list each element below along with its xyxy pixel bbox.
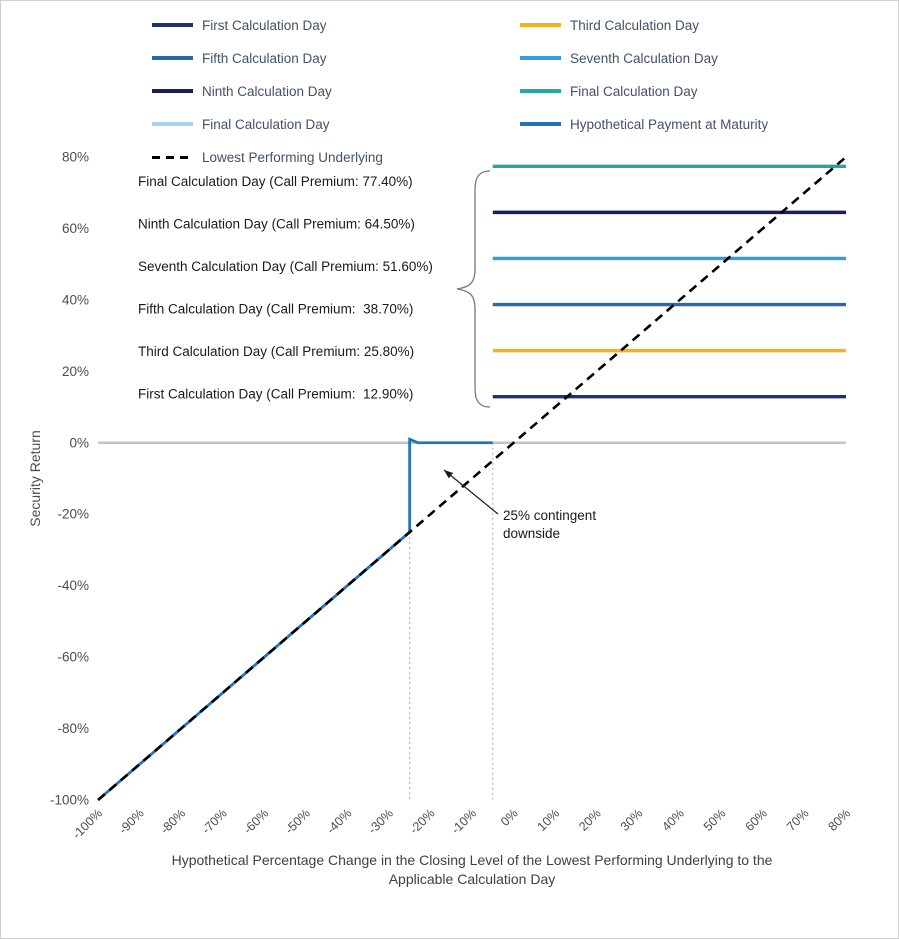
- y-axis-title: Security Return: [27, 430, 43, 526]
- y-tick-label: 60%: [62, 221, 89, 236]
- legend-line-swatch: [152, 122, 193, 126]
- x-tick-label: 80%: [826, 806, 854, 834]
- call-premium-annotation: Final Calculation Day (Call Premium: 77.…: [138, 174, 413, 189]
- legend-line-swatch: [152, 89, 193, 93]
- legend-label: Seventh Calculation Day: [570, 51, 718, 66]
- legend-item-seventh-calculation-day: Seventh Calculation Day: [520, 47, 768, 69]
- legend-label: Fifth Calculation Day: [202, 51, 327, 66]
- call-premium-annotation: Seventh Calculation Day (Call Premium: 5…: [138, 259, 433, 274]
- y-tick-label: 0%: [69, 435, 89, 450]
- legend-label: Ninth Calculation Day: [202, 84, 332, 99]
- legend-item-first-calculation-day: First Calculation Day: [152, 14, 520, 36]
- x-tick-label: -30%: [365, 806, 396, 837]
- x-tick-label: 60%: [742, 806, 770, 834]
- legend-item-hypothetical-payment: Hypothetical Payment at Maturity: [520, 113, 768, 135]
- legend-label: Final Calculation Day: [202, 117, 330, 132]
- y-tick-label: -60%: [57, 650, 89, 665]
- x-tick-label: 0%: [498, 806, 521, 829]
- downside-annotation: downside: [503, 526, 560, 541]
- x-tick-label: -70%: [199, 806, 230, 837]
- x-tick-label: 50%: [701, 806, 729, 834]
- y-tick-label: -100%: [50, 793, 89, 808]
- downside-arrow: [444, 470, 498, 514]
- legend-label: Third Calculation Day: [570, 18, 699, 33]
- legend-line-swatch: [520, 56, 561, 60]
- x-tick-label: 70%: [784, 806, 812, 834]
- legend-item-lowest-performing-underlying: Lowest Performing Underlying: [152, 146, 520, 168]
- legend-label: First Calculation Day: [202, 18, 327, 33]
- legend-line-swatch: [520, 89, 561, 93]
- legend-item-third-calculation-day: Third Calculation Day: [520, 14, 768, 36]
- x-tick-label: -80%: [158, 806, 189, 837]
- call-premium-annotation: Third Calculation Day (Call Premium: 25.…: [138, 344, 414, 359]
- x-tick-label: -90%: [116, 806, 147, 837]
- call-premium-annotation: Ninth Calculation Day (Call Premium: 64.…: [138, 217, 415, 232]
- x-tick-label: 10%: [535, 806, 563, 834]
- legend-item-fifth-calculation-day: Fifth Calculation Day: [152, 47, 520, 69]
- x-tick-label: -10%: [449, 806, 480, 837]
- legend-item-ninth-calculation-day: Ninth Calculation Day: [152, 80, 520, 102]
- x-tick-label: 40%: [659, 806, 687, 834]
- x-axis-title: Applicable Calculation Day: [389, 871, 556, 887]
- legend-line-swatch: [520, 23, 561, 27]
- legend-line-swatch: [152, 56, 193, 60]
- legend-item-final-calculation-day-teal: Final Calculation Day: [520, 80, 768, 102]
- chart-legend: First Calculation Day Third Calculation …: [152, 14, 768, 168]
- y-tick-label: 80%: [62, 150, 89, 165]
- legend-item-final-calculation-day-light: Final Calculation Day: [152, 113, 520, 135]
- call-premium-annotation: Fifth Calculation Day (Call Premium: 38.…: [138, 302, 413, 317]
- payment-at-maturity-line: [98, 439, 493, 800]
- legend-label: Lowest Performing Underlying: [202, 150, 383, 165]
- y-tick-label: -80%: [57, 721, 89, 736]
- legend-dashed-line-swatch: [152, 156, 193, 159]
- legend-line-swatch: [152, 23, 193, 27]
- legend-label: Hypothetical Payment at Maturity: [570, 117, 768, 132]
- y-tick-label: 40%: [62, 292, 89, 307]
- x-tick-label: -40%: [324, 806, 355, 837]
- legend-line-swatch: [520, 122, 561, 126]
- x-tick-label: -100%: [70, 806, 105, 841]
- y-tick-label: 20%: [62, 364, 89, 379]
- x-tick-label: -60%: [241, 806, 272, 837]
- x-tick-label: -50%: [282, 806, 313, 837]
- y-tick-label: -20%: [57, 507, 89, 522]
- x-tick-label: 30%: [618, 806, 646, 834]
- grouping-brace: [457, 171, 490, 407]
- call-premium-annotation: First Calculation Day (Call Premium: 12.…: [138, 387, 413, 402]
- x-axis-title: Hypothetical Percentage Change in the Cl…: [172, 852, 773, 868]
- x-tick-label: -20%: [407, 806, 438, 837]
- downside-annotation: 25% contingent: [503, 508, 596, 523]
- x-tick-label: 20%: [576, 806, 604, 834]
- legend-label: Final Calculation Day: [570, 84, 698, 99]
- y-tick-label: -40%: [57, 578, 89, 593]
